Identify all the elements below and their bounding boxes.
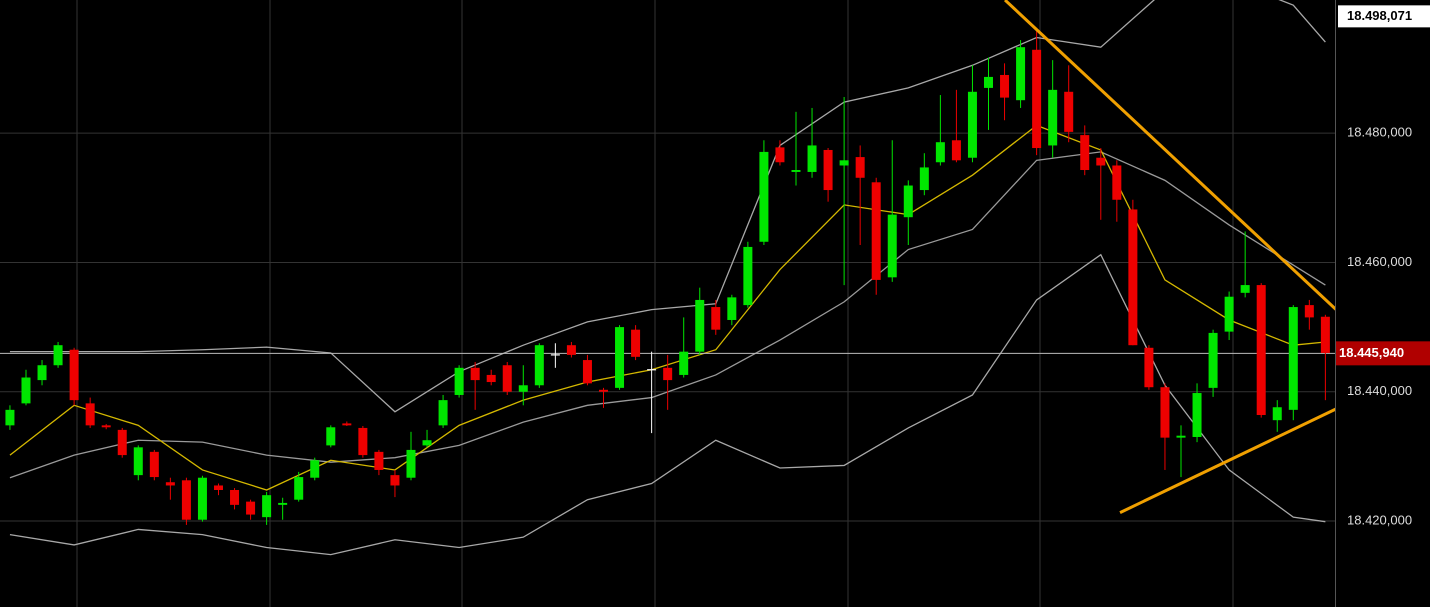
candle-body — [117, 429, 127, 456]
candle-body — [631, 329, 641, 357]
candle-body — [871, 182, 881, 280]
candle-body — [1032, 49, 1042, 149]
top-marker-label: 18.498,071 — [1347, 8, 1412, 23]
candle-body — [1064, 91, 1074, 132]
candle-body — [775, 147, 785, 163]
candle-body — [983, 76, 993, 88]
candle-body — [454, 367, 464, 395]
candle-body — [1000, 74, 1010, 98]
candle-body — [1160, 387, 1170, 438]
candle-body — [807, 145, 817, 172]
candle-body — [230, 489, 240, 505]
candle-body — [486, 374, 496, 383]
candle-body — [422, 440, 432, 446]
candle-body — [342, 423, 352, 426]
candle-body — [791, 170, 801, 172]
indicator-line — [9, 0, 1326, 413]
candle-body — [53, 345, 63, 366]
candle-body — [951, 140, 961, 161]
candle-body — [1096, 157, 1106, 166]
candle-body — [1224, 296, 1234, 332]
candle-body — [1112, 165, 1122, 200]
top-marker-box — [1338, 5, 1430, 28]
candle-body — [1320, 316, 1330, 353]
candle-body — [1016, 47, 1026, 101]
candle-body — [278, 502, 288, 505]
candle-body — [213, 485, 223, 490]
candle-body — [37, 365, 47, 381]
candle-body — [855, 157, 865, 178]
candle-body — [133, 447, 143, 476]
candle-body — [727, 297, 737, 320]
candle-body — [1304, 305, 1314, 318]
candle-body — [5, 409, 15, 426]
candle-body — [534, 345, 544, 386]
candle-body — [21, 377, 31, 404]
candle-body — [615, 327, 625, 388]
candle-body — [374, 451, 384, 470]
candle-body — [326, 427, 336, 446]
candle-body — [1144, 347, 1154, 388]
y-tick-label: 18.420,000 — [1347, 512, 1412, 527]
vertical-grid — [76, 0, 1234, 607]
candle-body — [1080, 135, 1090, 171]
candle-body — [101, 425, 111, 428]
y-tick-label: 18.460,000 — [1347, 254, 1412, 269]
candle-body — [149, 451, 159, 478]
candle-body — [358, 427, 368, 456]
candle-body — [582, 360, 592, 384]
candle-body — [1288, 307, 1298, 410]
candle-body — [759, 151, 769, 242]
candle-body — [181, 480, 191, 520]
candle-body — [1240, 285, 1250, 293]
candle-body — [903, 185, 913, 218]
candle-body — [406, 449, 416, 478]
trend-line — [1003, 0, 1335, 311]
candle-body — [85, 403, 95, 426]
candle-body — [1128, 209, 1138, 346]
y-axis: 18.420,000 18.440,000 18.460,000 18.480,000… — [1336, 5, 1430, 527]
candle-body — [294, 477, 304, 500]
candle-body — [518, 385, 528, 392]
candle-body — [69, 349, 79, 401]
last-price-label: 18.445,940 — [1339, 345, 1404, 360]
trend-line — [1119, 407, 1335, 514]
candle-body — [165, 482, 175, 486]
candle-body — [310, 460, 320, 478]
y-tick-label: 18.480,000 — [1347, 125, 1412, 140]
candle-body — [197, 477, 207, 520]
plot-area — [0, 0, 1335, 556]
candle-body — [695, 299, 705, 352]
candle-body — [1208, 332, 1218, 388]
candle-body — [711, 307, 721, 330]
candle-body — [1256, 285, 1266, 416]
candle-body — [1192, 393, 1202, 437]
candle-body — [919, 167, 929, 191]
candle-body — [1048, 89, 1058, 146]
y-tick-label: 18.440,000 — [1347, 383, 1412, 398]
candle-body — [935, 142, 945, 163]
candle-body — [598, 389, 608, 392]
candle-body — [262, 495, 272, 518]
candle-body — [390, 475, 400, 486]
last-price-box — [1336, 341, 1430, 366]
candle-body — [1176, 435, 1186, 438]
candle-body — [967, 91, 977, 158]
candle-body — [823, 149, 833, 191]
candle-body — [743, 246, 753, 306]
candle-body — [438, 400, 448, 426]
candle-body — [839, 160, 849, 166]
candle-body — [566, 345, 576, 355]
candle-body — [679, 351, 689, 375]
indicator-line — [9, 151, 1326, 479]
candle-body — [1272, 407, 1282, 421]
candle-body — [246, 501, 256, 515]
candle-body — [502, 365, 512, 392]
candle-body — [663, 367, 673, 381]
candle-body — [470, 367, 480, 381]
candle-body — [887, 214, 897, 278]
